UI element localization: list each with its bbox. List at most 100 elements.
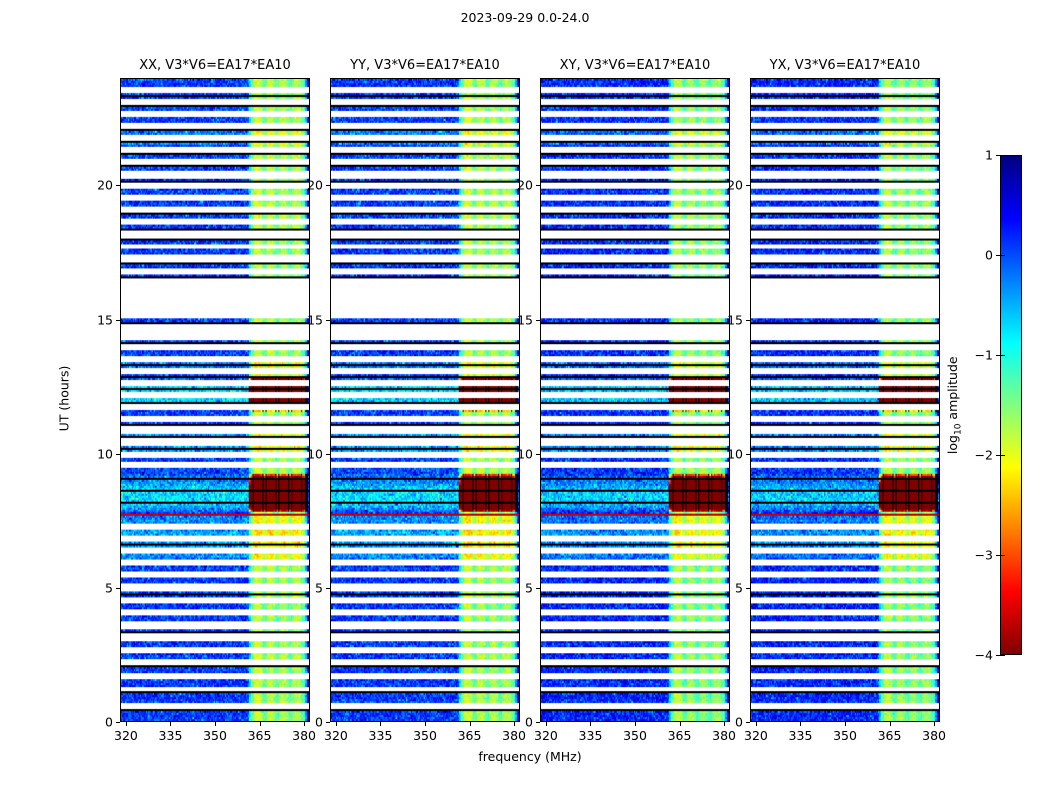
colorbar-tick-mark-inner	[1000, 255, 1005, 256]
x-tick-label: 365	[457, 728, 482, 743]
y-tick-label: 0	[315, 714, 323, 730]
x-tick-label: 335	[578, 728, 603, 743]
y-tick-label: 20	[517, 177, 533, 193]
y-tick-label: 5	[525, 580, 533, 596]
colorbar-tick-mark	[996, 655, 1000, 656]
x-tick-mark	[469, 722, 471, 726]
colorbar-tick-label: −1	[974, 347, 993, 363]
panel-title-xy: XY, V3*V6=EA17*EA10	[559, 58, 711, 73]
x-tick-mark	[889, 722, 891, 726]
y-tick-mark	[116, 319, 120, 321]
y-tick-mark	[746, 185, 750, 187]
x-tick-label: 350	[833, 728, 857, 743]
panel-title-yy: YY, V3*V6=EA17*EA10	[350, 58, 500, 73]
x-tick-label: 335	[158, 728, 183, 743]
colorbar-tick-mark	[996, 155, 1000, 156]
x-tick-label: 320	[324, 728, 348, 743]
x-tick-mark	[545, 722, 547, 726]
colorbar-tick-mark-inner	[1000, 455, 1005, 456]
waterfall-image-yy	[331, 79, 519, 721]
y-tick-mark	[326, 453, 330, 455]
x-tick-mark	[590, 722, 592, 726]
colorbar-tick-label: −2	[974, 447, 993, 463]
colorbar-tick-mark-inner	[1000, 655, 1005, 656]
x-tick-mark	[724, 722, 726, 726]
y-tick-mark	[326, 587, 330, 589]
y-tick-label: 0	[105, 714, 113, 730]
y-tick-label: 5	[105, 580, 113, 596]
y-tick-label: 10	[307, 446, 323, 462]
axes-frame-xx	[120, 78, 310, 722]
x-tick-mark	[125, 722, 127, 726]
y-tick-mark	[746, 587, 750, 589]
colorbar-tick-mark-inner	[1000, 355, 1005, 356]
panel-title-yx: YX, V3*V6=EA17*EA10	[769, 58, 921, 73]
y-tick-label: 10	[517, 446, 533, 462]
y-tick-label: 15	[727, 312, 743, 327]
waterfall-image-xx	[121, 79, 309, 721]
y-tick-mark	[746, 319, 750, 321]
colorbar-tick-mark	[996, 255, 1000, 256]
y-tick-mark	[536, 453, 540, 455]
colorbar-tick-mark-inner	[1000, 555, 1005, 556]
panel-xy: XY, V3*V6=EA17*EA10 320 335 350 365 380 0 5 10 15…	[517, 58, 736, 743]
axes-frame-yy	[330, 78, 520, 722]
x-tick-label: 365	[877, 728, 902, 743]
x-tick-mark	[259, 722, 261, 726]
y-tick-mark	[536, 722, 540, 723]
x-tick-mark	[514, 722, 516, 726]
x-tick-mark	[845, 722, 846, 726]
x-tick-mark	[425, 722, 426, 726]
x-tick-mark	[335, 722, 337, 726]
x-tick-mark	[755, 722, 757, 726]
x-tick-mark	[679, 722, 681, 726]
colorbar-tick-mark-inner	[1000, 155, 1005, 156]
x-tick-label: 320	[744, 728, 768, 743]
y-tick-label: 20	[727, 177, 743, 193]
x-tick-mark	[380, 722, 382, 726]
colorbar-tick-mark	[996, 355, 1000, 356]
y-tick-label: 10	[97, 446, 113, 462]
x-tick-label: 320	[114, 728, 138, 743]
y-tick-mark	[116, 722, 120, 723]
x-tick-mark	[170, 722, 172, 726]
x-tick-label: 365	[247, 728, 272, 743]
panel-title-xx: XX, V3*V6=EA17*EA10	[139, 58, 291, 73]
waterfall-image-yx	[751, 79, 939, 721]
x-tick-label: 380	[292, 728, 316, 743]
x-tick-mark	[635, 722, 636, 726]
x-tick-mark	[304, 722, 306, 726]
y-tick-mark	[116, 587, 120, 589]
y-tick-mark	[536, 319, 540, 321]
colorbar-tick-mark	[996, 555, 1000, 556]
x-tick-label: 335	[368, 728, 393, 743]
x-tick-label: 365	[667, 728, 692, 743]
panel-yy: YY, V3*V6=EA17*EA10 320 335 350 365 380 0 5 10 15…	[307, 58, 526, 743]
y-tick-mark	[326, 185, 330, 187]
x-tick-label: 335	[788, 728, 813, 743]
x-tick-label: 380	[712, 728, 736, 743]
colorbar-tick-mark	[996, 455, 1000, 456]
x-tick-label: 350	[413, 728, 437, 743]
x-tick-label: 350	[623, 728, 647, 743]
colorbar-tick-label: 0	[985, 247, 993, 263]
panel-xx: XX, V3*V6=EA17*EA10 320 335 350 365 380 0 5 10 15…	[97, 58, 316, 743]
x-tick-mark	[215, 722, 216, 726]
colorbar-tick-label: −4	[974, 647, 993, 663]
y-tick-mark	[326, 319, 330, 321]
y-tick-mark	[116, 185, 120, 187]
y-tick-label: 0	[525, 714, 533, 730]
y-tick-label: 20	[97, 177, 113, 193]
figure-suptitle: 2023-09-29 0.0-24.0	[460, 10, 590, 25]
x-tick-label: 380	[922, 728, 946, 743]
y-tick-label: 10	[727, 446, 743, 462]
colorbar-tick-label: 1	[985, 147, 993, 163]
y-tick-label: 5	[315, 580, 323, 596]
y-tick-mark	[536, 185, 540, 187]
axes-frame-xy	[540, 78, 730, 722]
y-tick-label: 20	[307, 177, 323, 193]
y-tick-label: 15	[97, 312, 113, 327]
waterfall-image-xy	[541, 79, 729, 721]
y-axis-label: UT (hours)	[56, 365, 72, 432]
y-tick-mark	[116, 453, 120, 455]
